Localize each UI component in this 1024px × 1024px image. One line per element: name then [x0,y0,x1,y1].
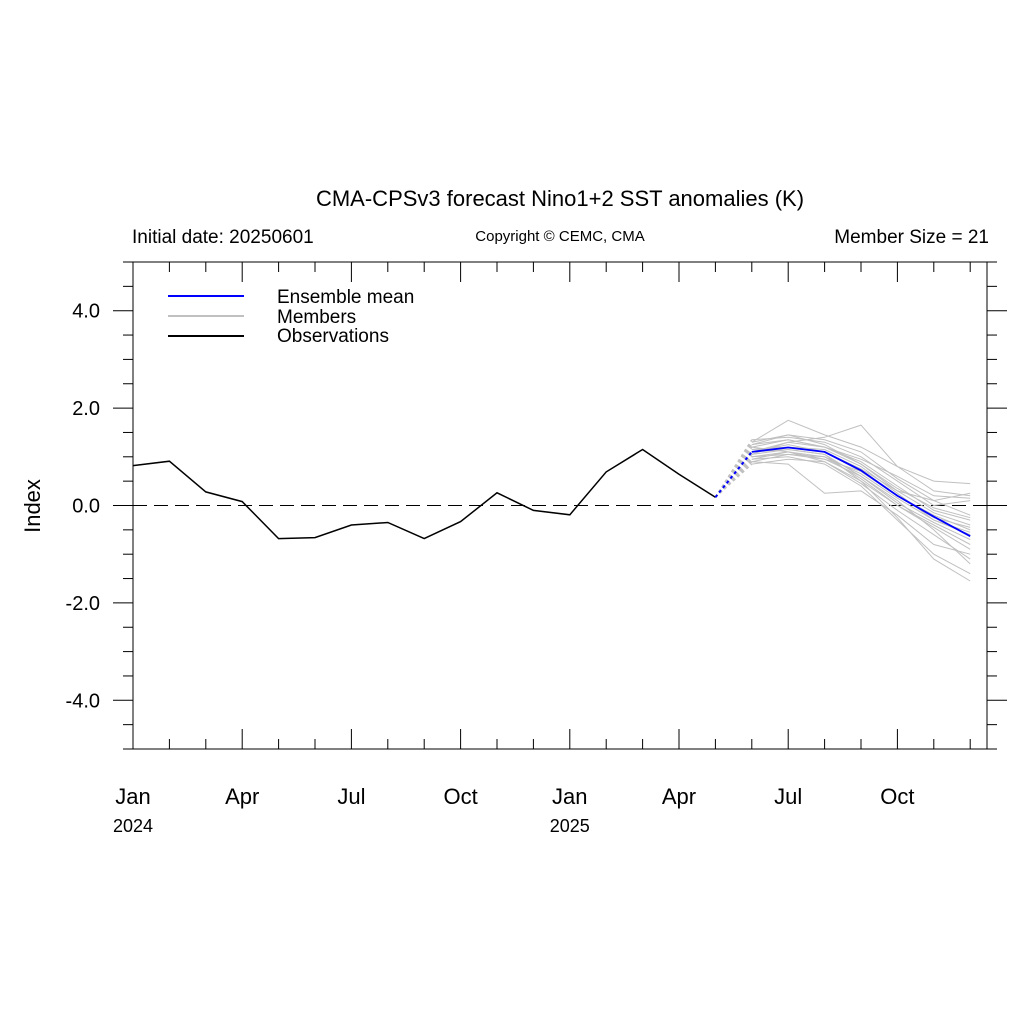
member-line [751,458,971,560]
ensemble-mean-line [751,446,971,537]
member-size-label: Member Size = 21 [834,227,989,248]
x-year-label: 2024 [113,816,153,836]
x-tick-label: Apr [225,784,259,809]
member-line [751,446,971,541]
y-tick-label: 0.0 [72,496,100,518]
legend-members-label: Members [277,307,356,328]
observation-line [132,448,716,540]
member-line [751,451,971,533]
member-line [751,434,971,516]
member-bridge [714,439,753,498]
member-line [751,441,971,499]
x-tick-label: Oct [443,784,477,809]
copyright-label: Copyright © CEMC, CMA [475,228,644,245]
y-tick-label: 4.0 [72,301,100,323]
member-line [751,456,971,575]
legend-observations-label: Observations [277,326,389,347]
y-tick-label: 2.0 [72,398,100,420]
member-line [751,448,971,582]
member-line [751,419,971,497]
x-year-label: 2025 [550,816,590,836]
x-tick-label: Oct [880,784,914,809]
initial-date-label: Initial date: 20250601 [132,227,314,248]
x-tick-label: Jan [552,784,587,809]
plot-frame [132,261,988,750]
x-tick-label: Jan [115,784,150,809]
chart-title: CMA-CPSv3 forecast Nino1+2 SST anomalies… [316,186,804,211]
member-bridge [714,461,753,498]
member-line [751,461,971,555]
y-axis-label: Index [20,479,45,533]
member-bridge [714,444,753,498]
legend: Ensemble mean Members Observations [168,287,414,347]
y-tick-label: -4.0 [66,690,100,712]
x-tick-label: Jul [337,784,365,809]
member-line [751,439,971,519]
legend-ensemble-mean-label: Ensemble mean [277,287,414,308]
x-tick-label: Jul [774,784,802,809]
x-tick-label: Apr [662,784,696,809]
member-line [751,436,971,507]
y-tick-label: -2.0 [66,593,100,615]
plot-area: 4.0 2.0 0.0 -2.0 -4.0 Jan 2024 Apr Jul Oct Jan 2025… [66,261,1007,836]
ensemble-mean-bridge [714,451,753,498]
